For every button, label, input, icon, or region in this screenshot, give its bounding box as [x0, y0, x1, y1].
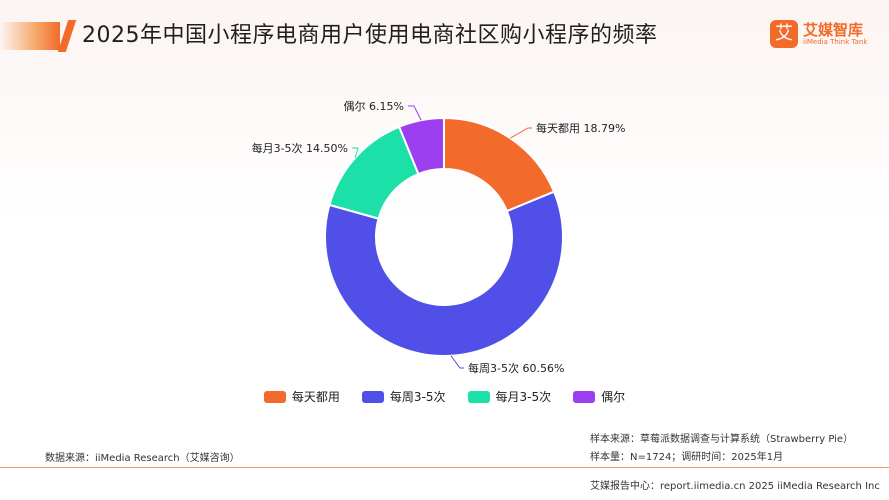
leader-line: [450, 355, 464, 369]
legend-swatch: [361, 390, 384, 403]
logo-name-en: iiMedia Think Tank: [803, 38, 868, 46]
header-accent-bar: [0, 22, 60, 50]
legend-item: 每月3-5次: [467, 388, 552, 405]
legend-item: 每周3-5次: [361, 388, 446, 405]
legend-swatch: [263, 390, 286, 403]
sample-source-note: 样本来源：草莓派数据调查与计算系统（Strawberry Pie）: [590, 434, 854, 445]
slice-data-label: 偶尔 6.15%: [344, 100, 404, 113]
data-source-note: 数据来源：iiMedia Research（艾媒咨询）: [45, 453, 240, 464]
legend-label: 每月3-5次: [495, 390, 552, 404]
report-center-note: 艾媒报告中心：report.iimedia.cn 2025 iiMedia Re…: [590, 481, 880, 492]
legend-label: 每天都用: [291, 390, 340, 404]
legend-swatch: [467, 390, 490, 403]
leader-line: [352, 147, 359, 158]
legend-label: 每周3-5次: [389, 390, 446, 404]
slice-data-label: 每周3-5次 60.56%: [468, 361, 564, 375]
footer-divider: [0, 467, 889, 468]
legend-label: 偶尔: [601, 390, 626, 404]
donut-slice: [324, 190, 564, 357]
legend-item: 每天都用: [263, 388, 340, 405]
chart-legend: 每天都用 每周3-5次 每月3-5次 偶尔: [0, 388, 889, 405]
legend-item: 偶尔: [573, 388, 625, 405]
slice-data-label: 每月3-5次 14.50%: [252, 141, 348, 155]
page-title: 2025年中国小程序电商用户使用电商社区购小程序的频率: [82, 23, 658, 48]
donut-slice: [397, 116, 445, 176]
logo-name-cn: 艾媒智库: [803, 21, 864, 39]
brand-logo: 艾 艾媒智库 iiMedia Think Tank: [770, 20, 885, 50]
legend-swatch: [573, 390, 596, 403]
logo-mark-icon: 艾: [770, 20, 798, 48]
leader-line: [408, 105, 422, 121]
leader-line: [509, 127, 532, 139]
slice-data-label: 每天都用 18.79%: [536, 121, 625, 135]
sample-size-note: 样本量：N=1724；调研时间：2025年1月: [590, 452, 784, 463]
